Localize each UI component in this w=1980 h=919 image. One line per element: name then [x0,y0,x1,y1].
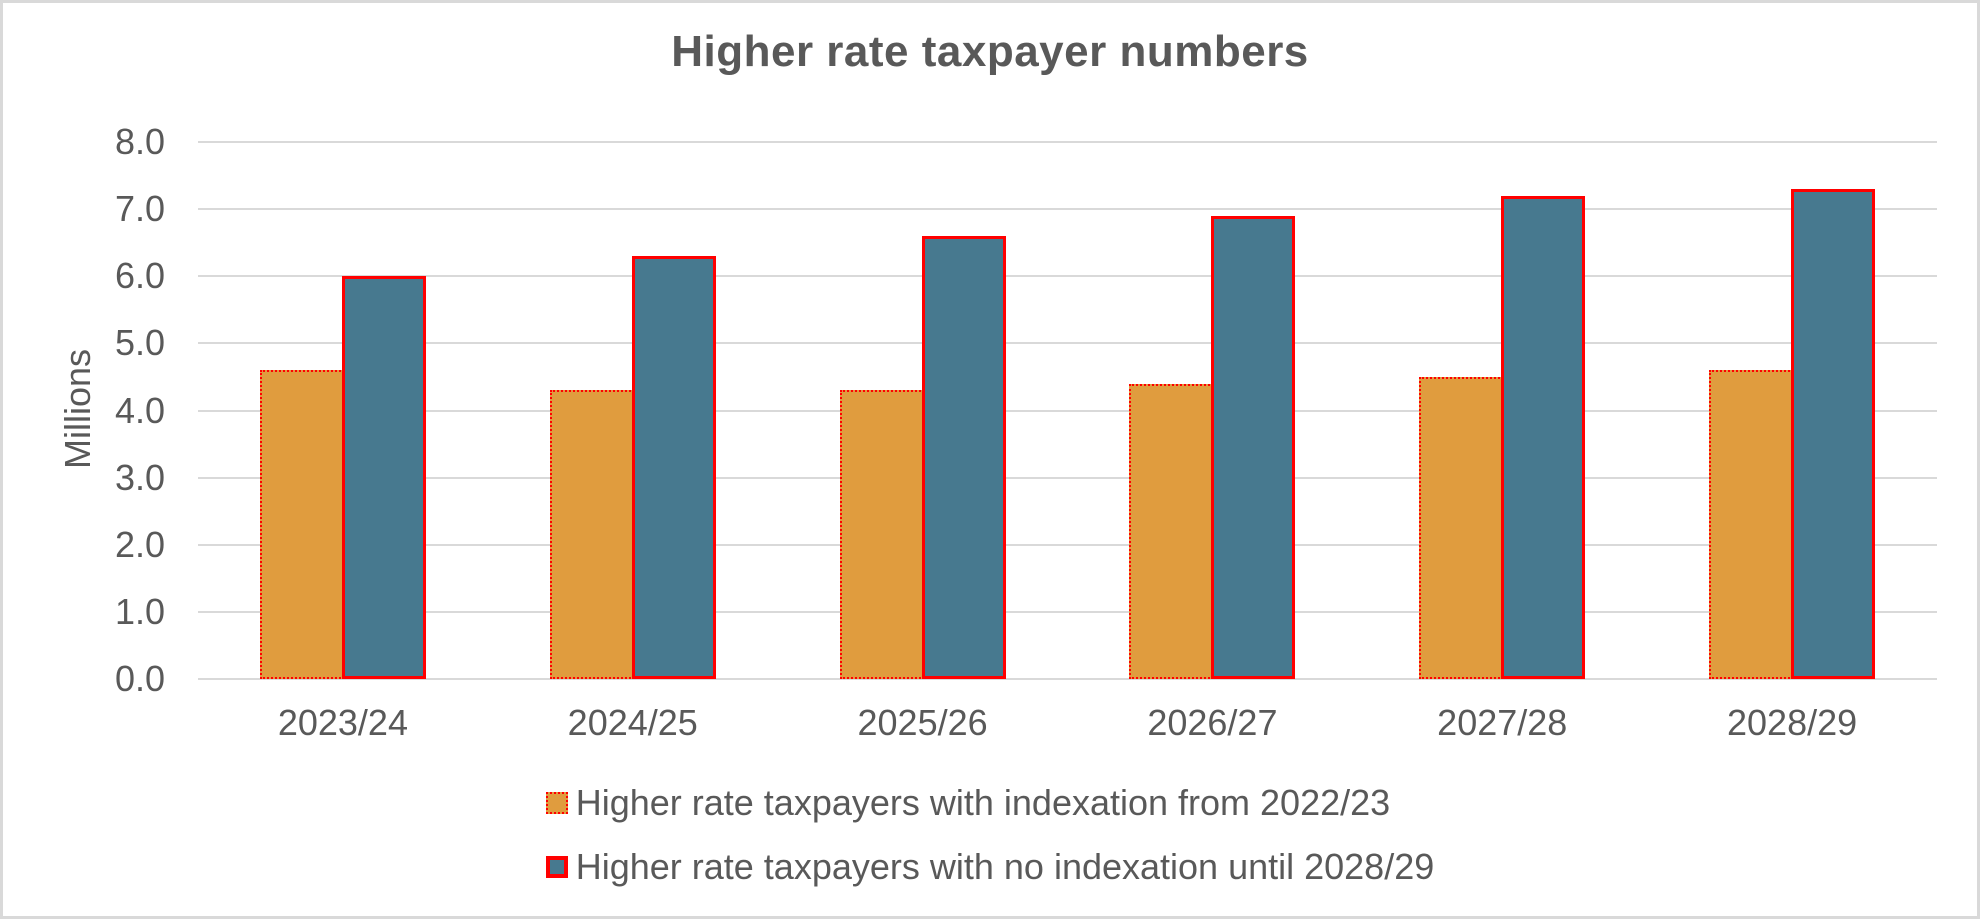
bar-with-indexation-2026/27 [1129,383,1214,679]
y-tick-label-4.0: 4.0 [114,389,165,431]
y-tick-label-8.0: 8.0 [114,121,165,162]
x-tick-label-2026/27: 2026/27 [1147,702,1278,743]
gridline-2.0 [198,543,1937,546]
y-tick-label-6.0: 6.0 [114,255,165,297]
bar-no-indexation-2025/26 [921,235,1006,679]
gridline-0.0 [198,678,1937,680]
plot-area [198,141,1937,680]
y-tick-label-5.0: 5.0 [114,322,165,364]
x-tick-label-2025/26: 2025/26 [857,702,988,743]
y-tick-label-7.0: 7.0 [114,188,165,230]
bar-no-indexation-2023/24 [341,276,426,679]
gridline-1.0 [198,610,1937,613]
y-tick-label-3.0: 3.0 [114,456,165,498]
legend-item-no-indexation: Higher rate taxpayers with no indexation… [545,846,1435,888]
legend-swatch-with-indexation [545,792,568,814]
bar-with-indexation-2024/25 [549,390,634,679]
y-tick-label-0.0: 0.0 [114,658,165,699]
legend-label-no-indexation: Higher rate taxpayers with no indexation… [575,846,1435,887]
gridline-8.0 [198,141,1937,143]
legend: Higher rate taxpayers with indexation fr… [3,782,1977,888]
bar-with-indexation-2025/26 [839,390,924,679]
gridline-6.0 [198,275,1937,278]
bar-with-indexation-2023/24 [259,370,344,679]
x-tick-label-2023/24: 2023/24 [277,702,408,743]
legend-label-with-indexation: Higher rate taxpayers with indexation fr… [575,782,1391,823]
gridline-3.0 [198,476,1937,479]
gridline-4.0 [198,409,1937,412]
legend-swatch-no-indexation [545,856,568,878]
legend-item-with-indexation: Higher rate taxpayers with indexation fr… [545,782,1391,824]
y-tick-label-1.0: 1.0 [114,590,165,632]
bar-no-indexation-2027/28 [1501,195,1586,679]
chart-title: Higher rate taxpayer numbers [671,27,1309,76]
gridline-5.0 [198,342,1937,345]
bar-with-indexation-2028/29 [1709,370,1794,679]
gridline-7.0 [198,208,1937,211]
x-tick-label-2024/25: 2024/25 [567,702,698,743]
y-tick-label-2.0: 2.0 [114,523,165,565]
legend-items: Higher rate taxpayers with indexation fr… [545,782,1435,888]
bar-no-indexation-2026/27 [1211,215,1296,679]
bar-no-indexation-2024/25 [631,256,716,679]
x-tick-label-2027/28: 2027/28 [1437,702,1568,743]
bar-with-indexation-2027/28 [1419,376,1504,679]
x-tick-label-2028/29: 2028/29 [1727,702,1858,743]
bar-no-indexation-2028/29 [1791,188,1876,679]
